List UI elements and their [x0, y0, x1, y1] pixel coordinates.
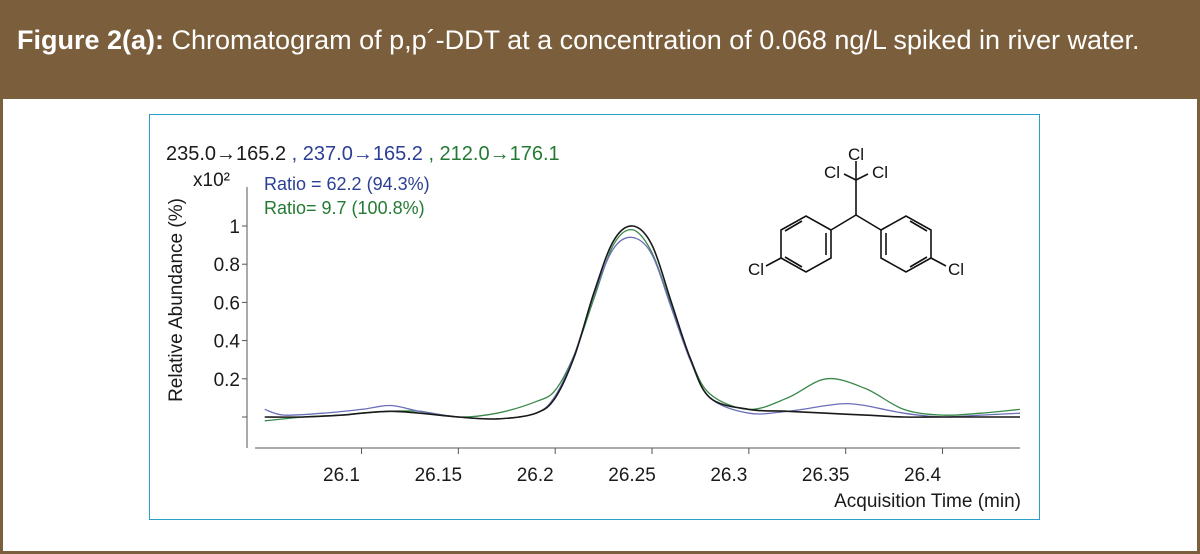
atom-cl-top: Cl	[848, 145, 864, 164]
y-tick-label: 0.8	[214, 255, 240, 276]
y-axis-label: Relative Abundance (%)	[166, 198, 187, 402]
left-ring-double-bond-2	[784, 256, 803, 268]
figure-caption-text: Chromatogram of p,p´-DDT at a concentrat…	[171, 25, 1140, 55]
x-ticks: 26.1 26.15 26.2 26.25 26.3 26.35 26.4	[323, 448, 944, 486]
left-benzene-ring	[780, 215, 832, 273]
right-ring-double-bond-3	[909, 256, 928, 268]
x-tick-label: 26.35	[802, 465, 850, 486]
transition-quant: 235.0→165.2	[166, 143, 286, 165]
ratio-qual1: Ratio = 62.2 (94.3%)	[264, 174, 430, 194]
y-tick-label: 0.2	[214, 370, 240, 391]
bond-right-ring-cl	[930, 257, 947, 267]
x-tick-label: 26.4	[904, 465, 941, 486]
chromatogram-chart: 235.0→165.2 , 237.0→165.2 , 212.0→176.1 …	[166, 143, 1021, 512]
x-tick-label: 26.3	[710, 465, 747, 486]
bond-left-ring-cl	[765, 257, 782, 267]
right-benzene-ring	[880, 215, 932, 273]
x-tick-label: 26.1	[323, 465, 360, 486]
trace-qual-237-165	[264, 236, 1021, 420]
y-tick-label: 0.4	[214, 332, 241, 353]
bond-ccl-left	[843, 173, 857, 181]
y-ticks: 0.2 0.4 0.6 0.8 1	[214, 217, 247, 418]
left-ring-double-bond-3	[784, 220, 803, 232]
transition-qual1: , 237.0→165.2	[286, 143, 423, 165]
figure-label: Figure 2(a):	[17, 25, 165, 55]
transition-header: 235.0→165.2 , 237.0→165.2 , 212.0→176.1	[166, 143, 560, 165]
bond-ch-right-ring	[855, 214, 882, 231]
caption-header: Figure 2(a): Chromatogram of p,p´-DDT at…	[3, 3, 1197, 99]
x-tick-label: 26.15	[415, 465, 463, 486]
trace-quant-235-165	[264, 225, 1020, 420]
x-tick-label: 26.25	[608, 465, 656, 486]
transition-qual2: , 212.0→176.1	[423, 143, 560, 165]
ddt-atom-labels: Cl Cl Cl Cl Cl	[748, 145, 964, 279]
y-tick-label: 1	[229, 217, 240, 238]
traces	[264, 225, 1021, 422]
atom-cl-ring-right: Cl	[948, 260, 964, 279]
trace-qual-212-176	[264, 228, 1021, 422]
right-ring-double-bond-2	[909, 220, 928, 232]
ddt-structure	[765, 161, 947, 273]
bond-ccl-right	[855, 173, 869, 181]
atom-cl-right: Cl	[872, 163, 888, 182]
x-tick-label: 26.2	[517, 465, 554, 486]
y-tick-label: 0.6	[214, 293, 240, 314]
y-multiplier: x10²	[193, 170, 230, 191]
figure-caption: Figure 2(a): Chromatogram of p,p´-DDT at…	[17, 25, 1140, 56]
chart-panel: 235.0→165.2 , 237.0→165.2 , 212.0→176.1 …	[149, 114, 1040, 520]
ratio-qual2: Ratio= 9.7 (100.8%)	[264, 198, 425, 218]
atom-cl-left: Cl	[824, 163, 840, 182]
atom-cl-ring-left: Cl	[748, 260, 764, 279]
x-axis-label: Acquisition Time (min)	[834, 491, 1021, 512]
bond-ch-left-ring	[830, 214, 857, 231]
